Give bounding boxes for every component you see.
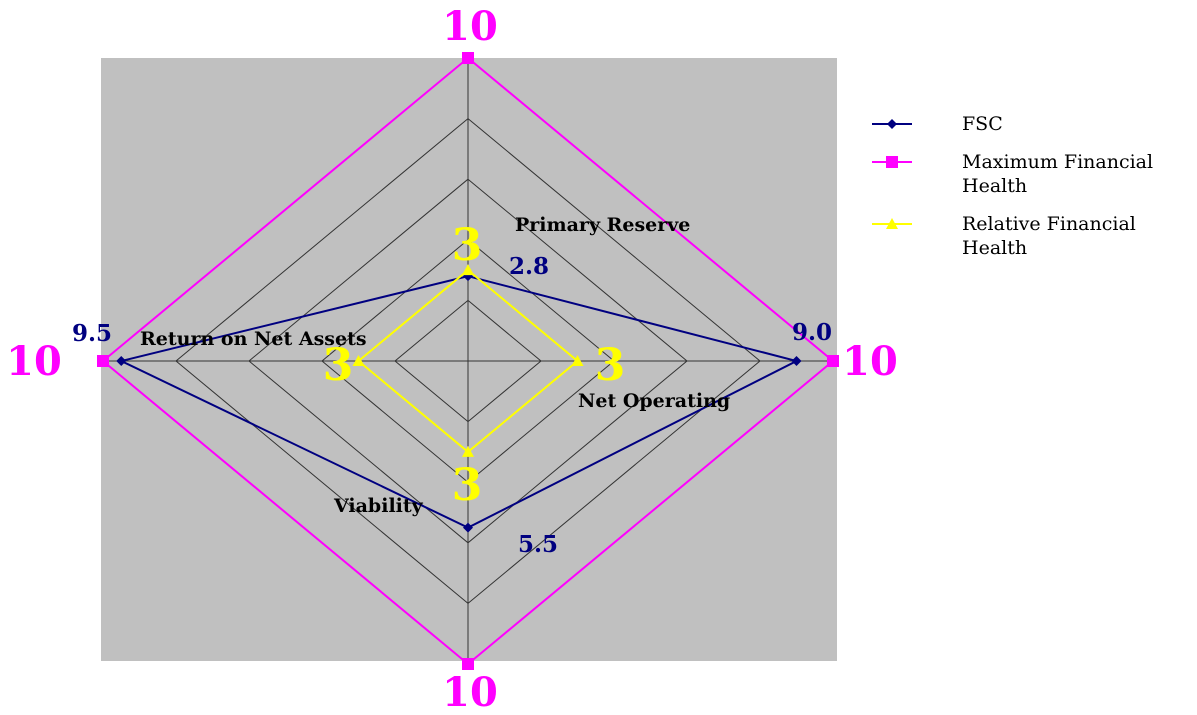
- axis-label: Primary Reserve: [515, 214, 690, 236]
- max-value-label: 10: [842, 338, 898, 385]
- max-value-label: 10: [442, 3, 498, 50]
- relative-value-label: 3: [323, 340, 354, 391]
- fsc-value-label: 9.5: [72, 320, 112, 347]
- legend-swatch-relative: [872, 218, 912, 229]
- max-value-label: 10: [442, 669, 498, 715]
- axis-labels: Primary Reserve Net Operating Viability Ret…: [140, 214, 730, 517]
- series-marker-1: [462, 52, 474, 64]
- series-marker-0: [791, 356, 802, 366]
- data-labels: 2.8 9.0 5.5 9.5 10 10 10 10 3 3 3 3: [6, 3, 898, 715]
- legend-swatch-fsc: [872, 119, 912, 129]
- legend-item-relative-financial-health: Relative Financial Health: [872, 212, 1192, 260]
- series-marker-1: [97, 355, 109, 367]
- max-value-label: 10: [6, 338, 62, 385]
- relative-value-label: 3: [452, 220, 483, 271]
- series-marker-1: [462, 658, 474, 670]
- legend-item-maximum-financial-health: Maximum Financial Health: [872, 150, 1192, 198]
- legend-swatch-maximum: [872, 156, 912, 168]
- axis-label: Net Operating: [578, 390, 730, 412]
- legend-label-relative: Relative Financial Health: [962, 213, 1136, 259]
- series-marker-2: [352, 355, 365, 366]
- series-marker-0: [463, 522, 473, 533]
- fsc-value-label: 5.5: [518, 531, 558, 558]
- axis-label: Return on Net Assets: [140, 328, 367, 350]
- fsc-value-label: 2.8: [509, 253, 549, 280]
- plot-background: [101, 58, 837, 661]
- series-marker-2: [462, 445, 474, 457]
- legend: FSC Maximum Financial Health Relative Fi…: [872, 112, 1192, 274]
- series-marker-2: [462, 264, 474, 276]
- axis-label: Viability: [333, 495, 424, 517]
- series-marker-2: [571, 355, 584, 366]
- legend-item-fsc: FSC: [872, 112, 1192, 136]
- relative-value-label: 3: [595, 340, 626, 391]
- series-marker-1: [827, 355, 839, 367]
- series-marker-0: [116, 356, 127, 366]
- legend-label-fsc: FSC: [962, 113, 1003, 135]
- relative-value-label: 3: [452, 460, 483, 511]
- fsc-value-label: 9.0: [792, 319, 832, 346]
- series-layer: [97, 52, 839, 670]
- legend-label-maximum: Maximum Financial Health: [962, 151, 1154, 197]
- axis-lines: [103, 58, 833, 664]
